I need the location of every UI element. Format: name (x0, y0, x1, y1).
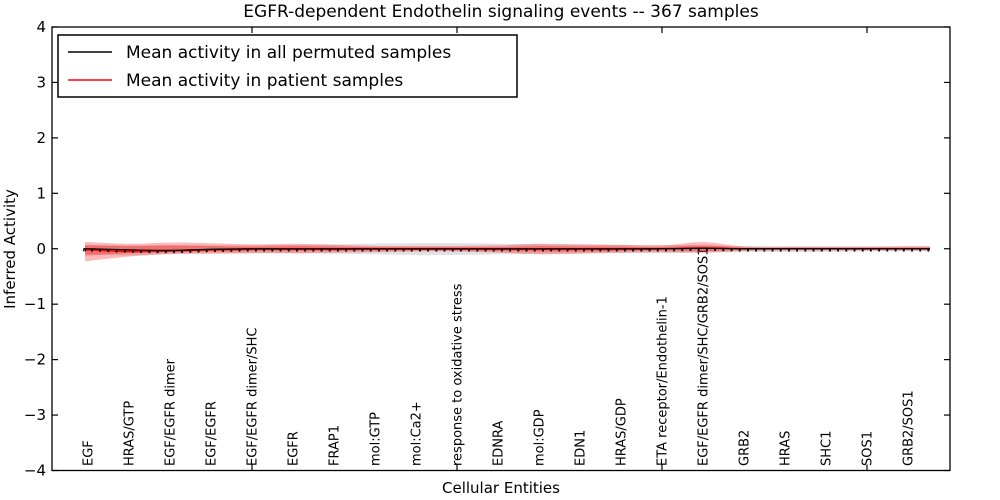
y-tick-labels: 4 3 2 1 0 −1 −2 −3 −4 (24, 18, 46, 480)
y-tick-label: −2 (24, 351, 46, 369)
x-tick-label: HRAS/GDP (615, 398, 630, 466)
y-tick-label: 3 (36, 73, 46, 91)
x-tick-label: EGF/EGFR dimer (164, 358, 179, 466)
x-axis-label: Cellular Entities (442, 479, 560, 497)
y-tick-label: 2 (36, 129, 46, 147)
x-tick-label: EGF/EGFR dimer/SHC (246, 328, 261, 466)
x-tick-label: FRAP1 (328, 425, 343, 466)
x-tick-label: EGF (82, 440, 97, 466)
y-tick-label: 0 (36, 240, 46, 258)
x-tick-label: EDN1 (574, 430, 589, 466)
y-tick-label: 1 (36, 184, 46, 202)
mean-lines (82, 247, 930, 254)
x-tick-label: EGF/EGFR dimer/SHC/GRB2/SOS1 (697, 248, 712, 467)
axis-ticks (52, 26, 950, 472)
y-axis-label: Inferred Activity (1, 189, 19, 309)
y-tick-label: −3 (24, 406, 46, 424)
x-tick-label: mol:GDP (533, 409, 548, 466)
permuted-mean-line (83, 247, 930, 252)
chart-title: EGFR-dependent Endothelin signaling even… (243, 2, 759, 22)
x-tick-labels: EGF HRAS/GTP EGF/EGFR dimer EGF/EGFR EGF/EGF… (82, 248, 917, 467)
x-tick-label: response to oxidative stress (451, 283, 466, 466)
y-tick-label: −1 (24, 295, 46, 313)
confidence-bands (83, 241, 931, 262)
x-tick-label: HRAS (779, 431, 794, 466)
x-tick-label: HRAS/GTP (123, 401, 138, 466)
x-tick-label: EGFR (287, 431, 302, 466)
marker-dot-line (82, 248, 930, 254)
band (83, 241, 931, 262)
y-tick-label: −4 (24, 462, 46, 480)
x-tick-label: SOS1 (861, 431, 876, 466)
x-tick-label: ETA receptor/Endothelin-1 (656, 296, 671, 466)
x-tick-label: SHC1 (820, 431, 835, 466)
legend-label-permuted: Mean activity in all permuted samples (126, 43, 451, 63)
permuted-marker-dots (82, 248, 930, 254)
x-tick-label: mol:GTP (369, 412, 384, 466)
legend-box (57, 34, 518, 98)
x-tick-label: GRB2/SOS1 (902, 390, 917, 466)
legend: Mean activity in all permuted samples Me… (57, 34, 518, 98)
x-tick-label: EGF/EGFR (205, 401, 220, 466)
x-tick-label: mol:Ca2+ (410, 401, 425, 466)
x-tick-label: EDNRA (492, 421, 507, 466)
x-tick-label: GRB2 (738, 430, 753, 466)
y-tick-label: 4 (36, 18, 46, 36)
legend-label-patient: Mean activity in patient samples (126, 71, 403, 91)
